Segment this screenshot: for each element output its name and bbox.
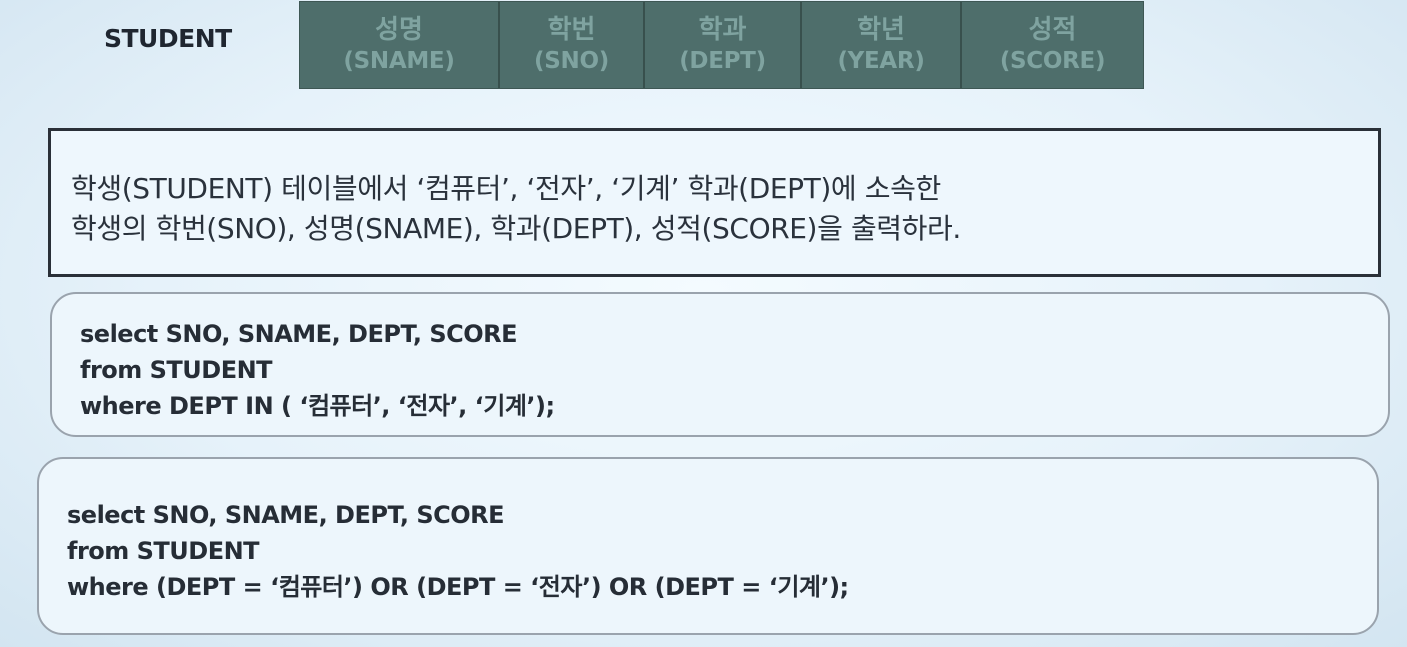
column-score: 성적 (SCORE) xyxy=(962,2,1143,88)
query-in-line-select: select SNO, SNAME, DEPT, SCORE xyxy=(80,320,518,348)
student-schema-table: 성명 (SNAME) 학번 (SNO) 학과 (DEPT) 학년 (YEAR) … xyxy=(299,1,1144,89)
column-score-korean: 성적 xyxy=(1028,15,1077,45)
query-in-box: select SNO, SNAME, DEPT, SCORE from STUD… xyxy=(50,292,1390,437)
query-in-line-where: where DEPT IN ( ‘컴퓨터’, ‘전자’, ‘기계’); xyxy=(80,392,555,420)
query-in-line-from: from STUDENT xyxy=(80,356,273,384)
table-name-label: STUDENT xyxy=(104,24,232,53)
column-sname-english: (SNAME) xyxy=(343,48,455,74)
task-description-box: 학생(STUDENT) 테이블에서 ‘컴퓨터’, ‘전자’, ‘기계’ 학과(D… xyxy=(48,128,1381,277)
query-or-code: select SNO, SNAME, DEPT, SCORE from STUD… xyxy=(67,497,849,605)
column-score-english: (SCORE) xyxy=(999,48,1106,74)
column-sname: 성명 (SNAME) xyxy=(300,2,500,88)
query-or-line-from: from STUDENT xyxy=(67,537,260,565)
column-sno: 학번 (SNO) xyxy=(500,2,645,88)
column-sno-english: (SNO) xyxy=(534,48,609,74)
column-year: 학년 (YEAR) xyxy=(802,2,962,88)
column-year-korean: 학년 xyxy=(857,15,905,45)
query-or-line-where: where (DEPT = ‘컴퓨터’) OR (DEPT = ‘전자’) OR… xyxy=(67,573,849,601)
column-dept: 학과 (DEPT) xyxy=(645,2,802,88)
query-or-line-select: select SNO, SNAME, DEPT, SCORE xyxy=(67,501,505,529)
column-dept-english: (DEPT) xyxy=(679,48,766,74)
column-dept-korean: 학과 xyxy=(698,15,747,45)
column-year-english: (YEAR) xyxy=(837,48,925,74)
query-or-box: select SNO, SNAME, DEPT, SCORE from STUD… xyxy=(37,457,1379,635)
task-description-text: 학생(STUDENT) 테이블에서 ‘컴퓨터’, ‘전자’, ‘기계’ 학과(D… xyxy=(71,172,961,245)
query-in-code: select SNO, SNAME, DEPT, SCORE from STUD… xyxy=(80,316,555,424)
column-sno-korean: 학번 xyxy=(547,15,596,45)
column-sname-korean: 성명 xyxy=(375,15,423,45)
